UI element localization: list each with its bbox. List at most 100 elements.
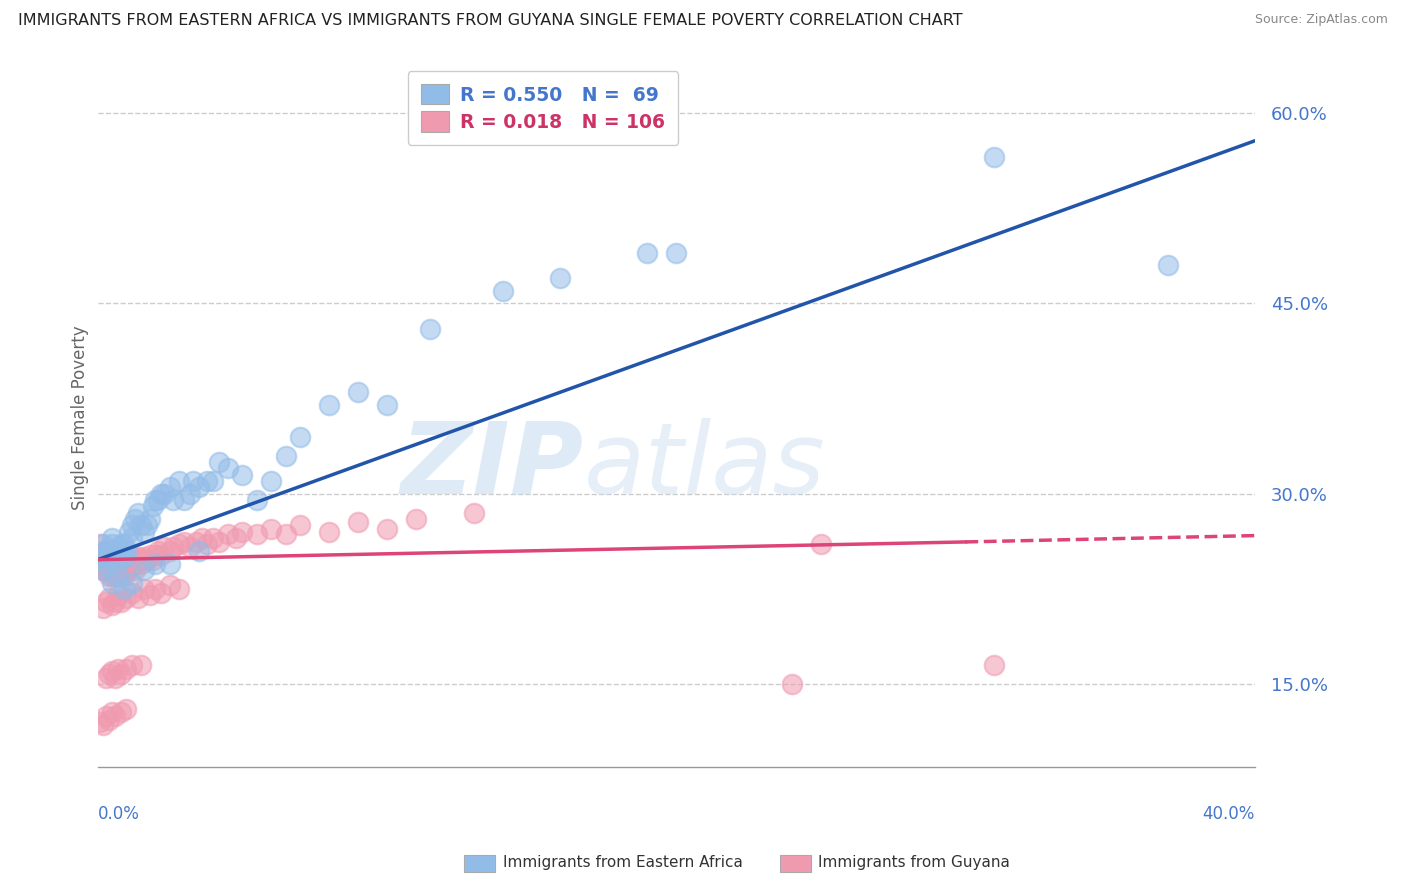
- Point: [162, 540, 184, 554]
- Point: [150, 585, 173, 599]
- Point: [127, 550, 149, 565]
- Point: [112, 569, 135, 583]
- Point: [121, 518, 143, 533]
- Point: [153, 540, 176, 554]
- Point: [288, 429, 311, 443]
- Point: [150, 548, 173, 562]
- Point: [118, 524, 141, 539]
- Point: [110, 569, 132, 583]
- Point: [225, 531, 247, 545]
- Y-axis label: Single Female Poverty: Single Female Poverty: [72, 326, 89, 510]
- Point: [288, 518, 311, 533]
- Point: [96, 563, 118, 577]
- Point: [93, 544, 115, 558]
- Point: [101, 537, 124, 551]
- Point: [141, 552, 163, 566]
- Point: [110, 667, 132, 681]
- Point: [347, 515, 370, 529]
- Point: [110, 594, 132, 608]
- Point: [121, 557, 143, 571]
- Point: [636, 245, 658, 260]
- Point: [98, 713, 121, 727]
- Point: [115, 662, 138, 676]
- Point: [217, 527, 239, 541]
- Point: [101, 550, 124, 565]
- Point: [89, 715, 111, 730]
- Point: [93, 717, 115, 731]
- Point: [101, 575, 124, 590]
- Point: [98, 544, 121, 558]
- Point: [101, 599, 124, 613]
- Point: [98, 557, 121, 571]
- Point: [145, 493, 167, 508]
- Point: [375, 522, 398, 536]
- Point: [810, 537, 832, 551]
- Point: [121, 575, 143, 590]
- Point: [96, 557, 118, 571]
- Point: [145, 582, 167, 596]
- Point: [148, 493, 170, 508]
- Point: [96, 557, 118, 571]
- Point: [375, 398, 398, 412]
- Point: [184, 535, 207, 549]
- Point: [107, 550, 129, 565]
- Point: [167, 537, 190, 551]
- Point: [98, 591, 121, 605]
- Point: [197, 537, 219, 551]
- Point: [104, 708, 127, 723]
- Point: [1157, 258, 1180, 272]
- Point: [121, 658, 143, 673]
- Point: [208, 535, 231, 549]
- Point: [104, 544, 127, 558]
- Text: IMMIGRANTS FROM EASTERN AFRICA VS IMMIGRANTS FROM GUYANA SINGLE FEMALE POVERTY C: IMMIGRANTS FROM EASTERN AFRICA VS IMMIGR…: [18, 13, 963, 29]
- Point: [318, 398, 340, 412]
- Point: [202, 474, 225, 488]
- Point: [173, 493, 195, 508]
- Point: [104, 594, 127, 608]
- Point: [124, 557, 146, 571]
- Point: [179, 486, 201, 500]
- Text: atlas: atlas: [583, 418, 825, 515]
- Point: [983, 658, 1005, 673]
- Point: [246, 493, 269, 508]
- Point: [112, 582, 135, 596]
- Point: [101, 665, 124, 679]
- Point: [127, 506, 149, 520]
- Point: [101, 569, 124, 583]
- Point: [107, 569, 129, 583]
- Point: [112, 550, 135, 565]
- Point: [173, 535, 195, 549]
- Point: [135, 518, 157, 533]
- Point: [187, 480, 209, 494]
- Point: [190, 531, 212, 545]
- Text: 40.0%: 40.0%: [1202, 805, 1254, 823]
- Point: [101, 531, 124, 545]
- Point: [162, 493, 184, 508]
- Point: [107, 563, 129, 577]
- Point: [107, 588, 129, 602]
- Point: [115, 557, 138, 571]
- Point: [110, 537, 132, 551]
- Point: [665, 245, 688, 260]
- Point: [274, 449, 297, 463]
- Point: [96, 544, 118, 558]
- Point: [127, 591, 149, 605]
- Text: Immigrants from Eastern Africa: Immigrants from Eastern Africa: [503, 855, 744, 870]
- Point: [491, 284, 513, 298]
- Point: [98, 667, 121, 681]
- Point: [197, 474, 219, 488]
- Point: [104, 569, 127, 583]
- Point: [107, 557, 129, 571]
- Point: [231, 524, 253, 539]
- Point: [98, 550, 121, 565]
- Point: [260, 522, 283, 536]
- Point: [107, 544, 129, 558]
- Point: [318, 524, 340, 539]
- Point: [231, 467, 253, 482]
- Point: [132, 550, 155, 565]
- Point: [550, 271, 572, 285]
- Point: [115, 563, 138, 577]
- Point: [104, 550, 127, 565]
- Point: [135, 552, 157, 566]
- Legend: R = 0.550   N =  69, R = 0.018   N = 106: R = 0.550 N = 69, R = 0.018 N = 106: [408, 71, 678, 145]
